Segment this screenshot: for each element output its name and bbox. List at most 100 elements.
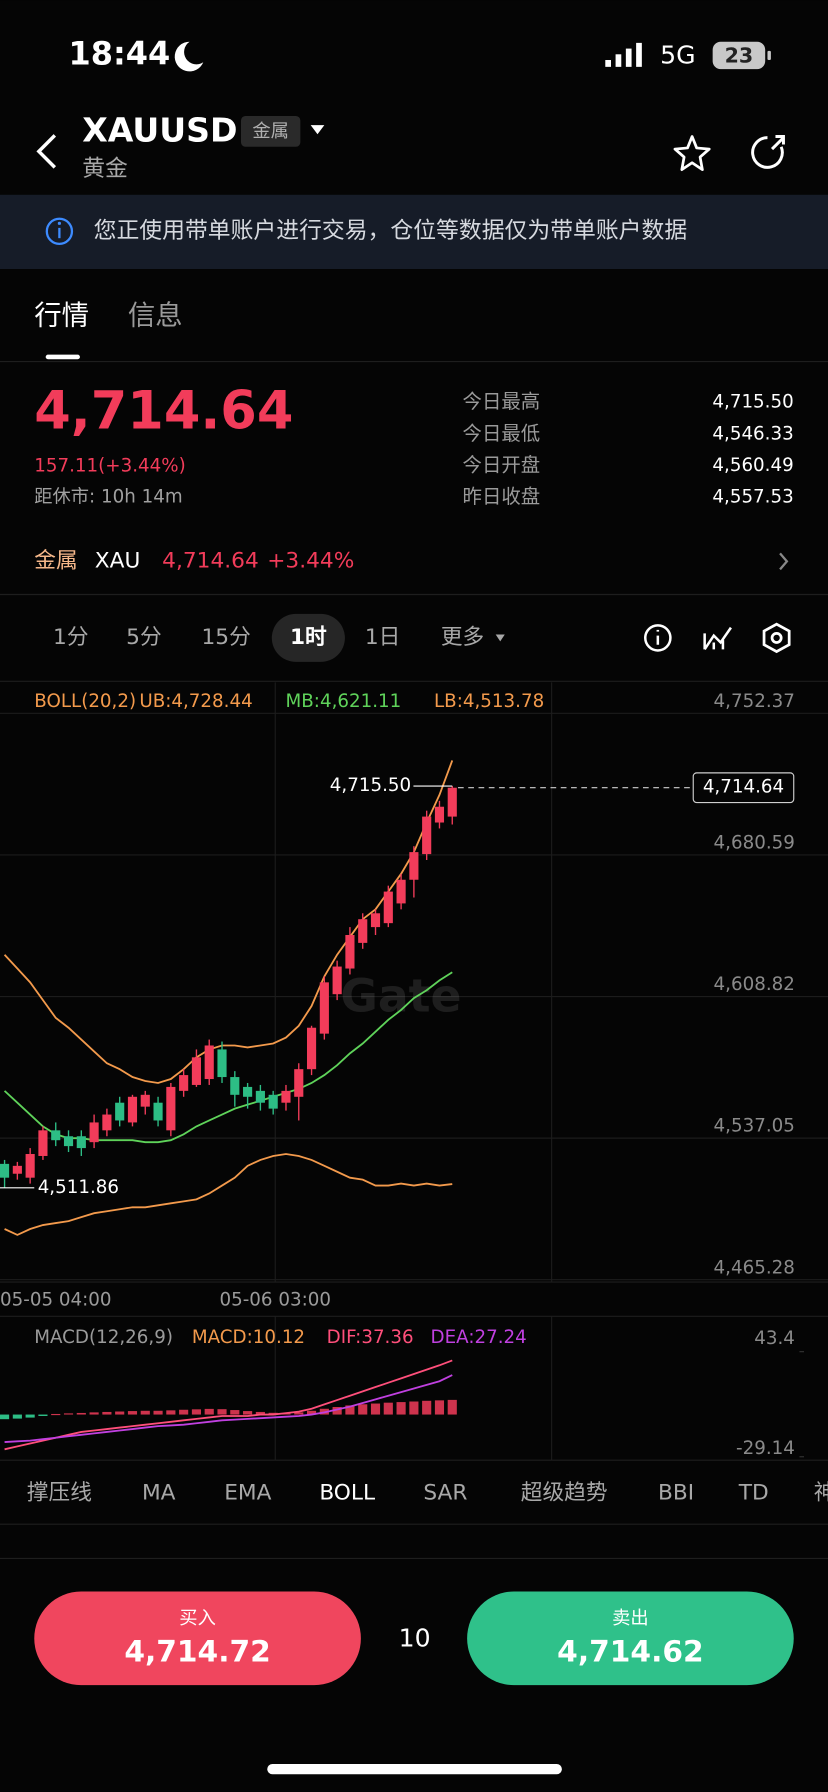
macd-bar (102, 1411, 112, 1415)
y-tick-label: 4,752.37 (714, 691, 795, 712)
macd-bar (115, 1411, 125, 1415)
y-tick-label: 4,537.05 (714, 1116, 795, 1137)
watermark: Gate (340, 969, 461, 1022)
indicator-tab[interactable]: SAR (423, 1480, 467, 1505)
candle-body (396, 879, 406, 904)
settings-button[interactable] (762, 622, 791, 654)
stat-value: 4,715.50 (712, 392, 793, 413)
buy-button[interactable] (34, 1591, 361, 1686)
sell-price: 4,714.62 (557, 1635, 703, 1670)
candle-body (434, 806, 445, 823)
macd-bar (166, 1410, 176, 1415)
macd-bar (217, 1409, 227, 1415)
candle-body (294, 1069, 304, 1097)
high-label: 4,715.50 (330, 775, 411, 796)
info-icon (45, 217, 74, 246)
sell-label: 卖出 (612, 1608, 649, 1629)
back-button[interactable] (36, 134, 57, 169)
chart-info-button[interactable] (644, 624, 672, 652)
last-price-label: 4,714.64 (703, 777, 784, 798)
indicator-tab[interactable]: MA (142, 1480, 176, 1505)
indicator-tabs: 撑压线 MA EMA BOLL SAR 超级趋势 BBI TD 神 (27, 1480, 828, 1505)
macd-bar (0, 1414, 10, 1420)
macd-line (4, 1374, 453, 1443)
tab-underline (45, 354, 80, 360)
interval[interactable]: 15分 (201, 625, 250, 650)
symbol-name: 黄金 (82, 156, 128, 182)
interval[interactable]: 1日 (365, 625, 401, 650)
y-tick-label: 4,680.59 (714, 832, 795, 853)
stat-label: 昨日收盘 (463, 485, 541, 508)
candle-body (243, 1086, 253, 1097)
stat-label: 今日最低 (463, 422, 541, 445)
info-icon-stem (58, 227, 61, 239)
y-tick-label: 43.4 (754, 1328, 795, 1349)
macd-bar (383, 1402, 393, 1415)
legend-entry: MB:4,621.11 (286, 691, 402, 712)
indicator-tab[interactable]: 超级趋势 (521, 1480, 608, 1505)
favorite-button[interactable] (673, 135, 711, 172)
network-label: 5G (660, 41, 695, 70)
candle-body (345, 934, 355, 969)
y-tick-label: 4,465.28 (714, 1257, 795, 1278)
macd-bar (63, 1413, 74, 1415)
related-chevron[interactable] (779, 552, 789, 571)
interval-selected[interactable]: 1时 (290, 625, 327, 650)
candle-body (447, 787, 457, 817)
macd-bar (306, 1410, 317, 1415)
last-price: 4,714.64 (34, 381, 293, 442)
related-symbol: XAU (95, 548, 141, 573)
indicator-tab[interactable]: TD (738, 1480, 769, 1505)
indicator-tab[interactable]: 撑压线 (27, 1480, 92, 1505)
indicator-tab[interactable]: 神 (814, 1480, 828, 1505)
symbol-dropdown[interactable] (310, 125, 325, 135)
tab-active[interactable]: 行情 (34, 300, 89, 331)
legend-entry: UB:4,728.44 (139, 691, 252, 712)
tab[interactable]: 信息 (128, 300, 183, 331)
stats-panel: 今日最高 4,715.50 今日最低 4,546.33 今日开盘 4,560.49 昨日收盘… (463, 390, 794, 508)
candle-body (332, 966, 342, 995)
tag-box (240, 115, 301, 147)
macd-bar (358, 1404, 368, 1415)
related-price: 4,714.64 (162, 548, 259, 573)
macd-line (4, 1359, 453, 1451)
sell-button[interactable] (467, 1591, 794, 1686)
candle-body (115, 1102, 125, 1121)
candle-body (255, 1090, 265, 1103)
indicator-button[interactable] (703, 626, 732, 651)
indicator-tab[interactable]: EMA (224, 1480, 271, 1505)
interval-more[interactable]: 更多 (441, 625, 484, 650)
interval[interactable]: 1分 (53, 625, 88, 650)
moon-icon (174, 41, 204, 72)
candle-body (12, 1165, 22, 1174)
macd-bar (409, 1401, 419, 1415)
notice-text: 您正使用带单账户进行交易，仓位等数据仅为带单账户数据 (94, 218, 688, 244)
macd-bar (38, 1414, 48, 1416)
macd-bar (153, 1410, 163, 1415)
battery-tip (767, 50, 771, 61)
macd-bar (25, 1414, 35, 1418)
buy-price: 4,714.72 (124, 1635, 271, 1670)
legend-entry: DIF:37.36 (327, 1327, 414, 1348)
low-label: 4,511.86 (38, 1177, 119, 1198)
macd-bar (51, 1413, 61, 1416)
indicator-tab[interactable]: BBI (658, 1480, 694, 1505)
candle-body (89, 1122, 99, 1143)
share-button[interactable] (751, 135, 785, 169)
more-caret (495, 634, 505, 642)
symbol: XAUUSD (82, 110, 237, 149)
candle-body (102, 1114, 112, 1131)
macd-bar (89, 1412, 99, 1415)
indicator-tab-active[interactable]: BOLL (319, 1480, 375, 1505)
boll-line (3, 760, 454, 1084)
interval[interactable]: 5分 (126, 625, 162, 650)
legend-entry: LB:4,513.78 (434, 691, 544, 712)
candle-body (191, 1057, 202, 1085)
candle-body (204, 1045, 214, 1080)
indicator-label: MACD(12,26,9) (34, 1327, 173, 1348)
boll-line (4, 1153, 453, 1236)
stat-value: 4,546.33 (712, 423, 793, 444)
quantity[interactable]: 10 (399, 1623, 431, 1652)
